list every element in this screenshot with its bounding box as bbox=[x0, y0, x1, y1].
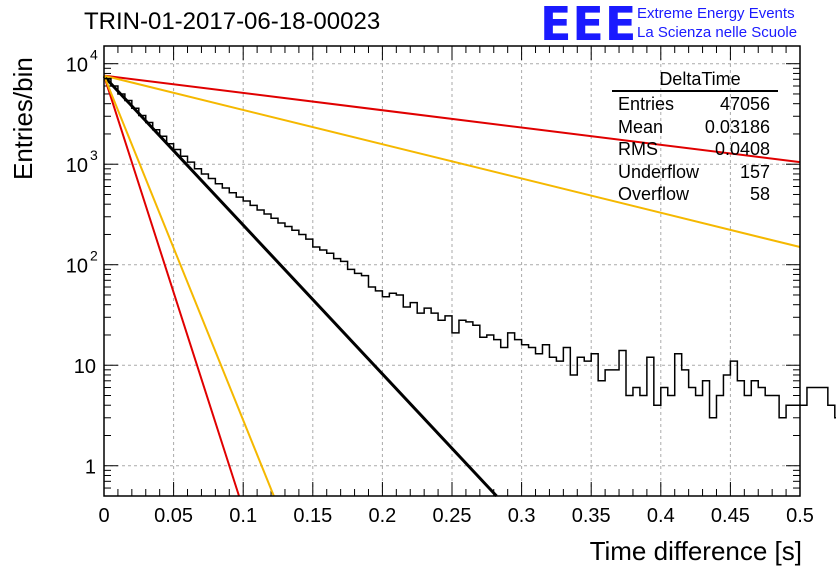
x-axis-label: Time difference [s] bbox=[589, 536, 802, 566]
x-tick-label: 0.45 bbox=[711, 505, 750, 527]
stats-label: Mean bbox=[618, 116, 664, 137]
y-tick-exponent: 2 bbox=[90, 248, 98, 264]
series bbox=[103, 74, 801, 248]
x-tick-label: 0.15 bbox=[293, 505, 332, 527]
histogram-steps bbox=[104, 77, 836, 419]
x-tick-label: 0.35 bbox=[572, 505, 611, 527]
stats-row: Mean 0.03186 bbox=[612, 116, 778, 139]
stats-value: 0.03186 bbox=[704, 116, 770, 137]
fit-line bbox=[103, 75, 275, 497]
plot-frame bbox=[103, 45, 801, 497]
y-tick-exponent: 3 bbox=[90, 147, 98, 163]
logo-line-1: Extreme Energy Events bbox=[637, 5, 795, 22]
y-tick-label: 10 bbox=[74, 356, 96, 378]
series bbox=[103, 75, 240, 497]
stats-label: Overflow bbox=[618, 184, 690, 204]
stats-label: Entries bbox=[618, 94, 675, 114]
x-tick-label: 0.2 bbox=[368, 505, 396, 527]
fit-line bbox=[103, 74, 801, 164]
stats-row: Underflow 157 bbox=[612, 161, 778, 184]
stats-label: Underflow bbox=[618, 161, 700, 182]
y-tick-label: 1 bbox=[85, 457, 96, 479]
stats-row: RMS 0.0408 bbox=[612, 138, 778, 161]
fit-line bbox=[102, 75, 498, 498]
stats-label: RMS bbox=[618, 139, 658, 159]
logo-mark: EEE bbox=[540, 0, 638, 51]
x-tick-label: 0.5 bbox=[786, 505, 814, 527]
logo-line-2: La Scienza nelle Scuole bbox=[637, 24, 798, 41]
y-axis-label: Entries/bin bbox=[8, 57, 38, 180]
series bbox=[103, 75, 275, 497]
y-tick-label: 10 bbox=[66, 55, 88, 77]
stats-row: Overflow 58 bbox=[612, 183, 778, 206]
eee-logo: EEE Extreme Energy Events La Scienza nel… bbox=[540, 0, 836, 51]
x-tick-label: 0 bbox=[98, 505, 109, 527]
chart-title: TRIN-01-2017-06-18-00023 bbox=[84, 8, 381, 35]
x-tick-label: 0.1 bbox=[229, 505, 257, 527]
x-tick-label: 0.05 bbox=[154, 505, 193, 527]
series bbox=[102, 75, 498, 498]
series bbox=[103, 74, 801, 164]
x-tick-label: 0.4 bbox=[647, 505, 675, 527]
y-tick-exponent: 4 bbox=[90, 47, 98, 63]
x-tick-label: 0.25 bbox=[433, 505, 472, 527]
stats-box: DeltaTime Entries 47056 Mean 0.03186 RMS… bbox=[612, 68, 778, 206]
stats-value: 47056 bbox=[719, 94, 770, 114]
x-tick-label: 0.3 bbox=[508, 505, 536, 527]
y-tick-label: 10 bbox=[66, 256, 88, 278]
stats-value: 58 bbox=[749, 184, 770, 204]
fit-line bbox=[103, 75, 240, 497]
stats-row: Entries 47056 bbox=[612, 93, 778, 116]
stats-value: 157 bbox=[739, 161, 770, 182]
y-tick-label: 10 bbox=[66, 155, 88, 177]
stats-title: DeltaTime bbox=[612, 68, 778, 92]
stats-value: 0.0408 bbox=[714, 139, 770, 159]
fit-line bbox=[103, 74, 801, 248]
